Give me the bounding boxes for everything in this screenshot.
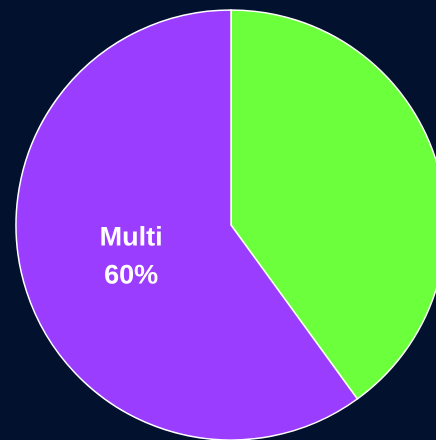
slice-value-label: 60% bbox=[104, 260, 158, 290]
pie-slice bbox=[15, 9, 359, 440]
pie-slice bbox=[230, 9, 436, 400]
slice-label: Multi bbox=[100, 222, 163, 252]
